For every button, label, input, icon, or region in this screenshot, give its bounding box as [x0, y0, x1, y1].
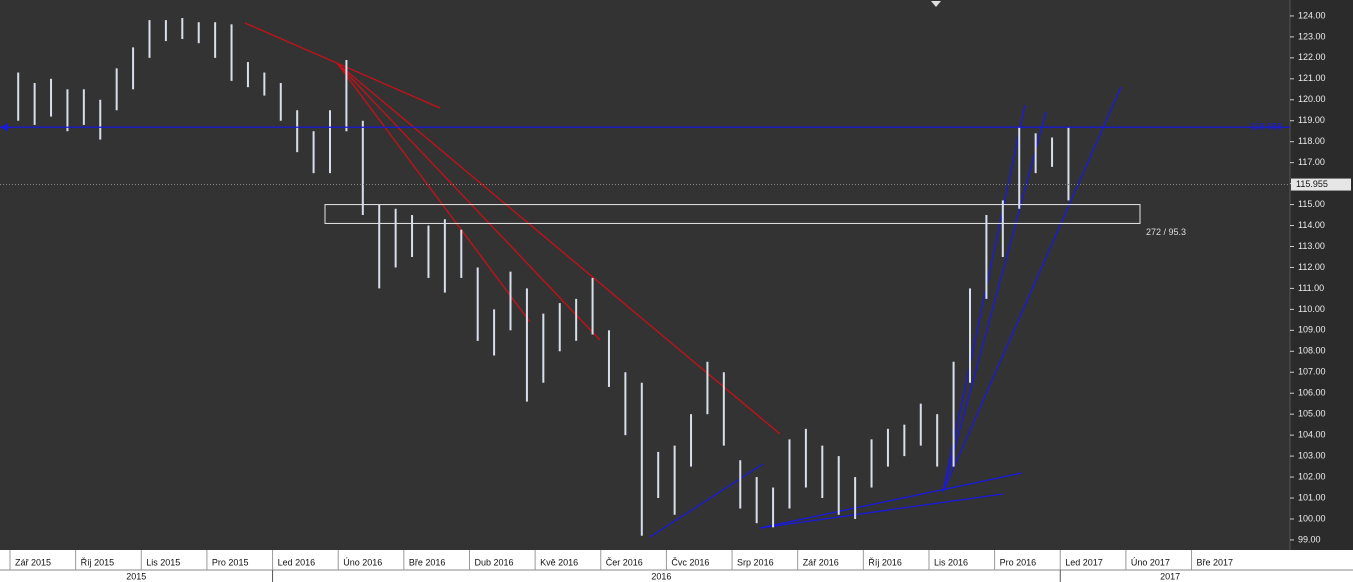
- trendline: [649, 463, 764, 538]
- trendline: [336, 62, 531, 323]
- y-tick-label: 123.00: [1298, 31, 1326, 41]
- y-tick-label: 108.00: [1298, 346, 1326, 356]
- y-tick-label: 103.00: [1298, 450, 1326, 460]
- x-tick-label: Lis 2015: [146, 557, 180, 567]
- plot-area: [0, 0, 1290, 550]
- x-tick-label: Pro 2016: [1000, 557, 1037, 567]
- y-tick-label: 109.00: [1298, 325, 1326, 335]
- y-tick-label: 114.00: [1298, 220, 1325, 230]
- y-tick-label: 100.00: [1298, 513, 1326, 523]
- x-tick-label: Bře 2016: [409, 557, 446, 567]
- y-tick-label: 122.00: [1298, 52, 1326, 62]
- time-axis: [0, 550, 1353, 582]
- trendlines: [17, 18, 1141, 538]
- x-tick-label: Kvě 2016: [540, 557, 578, 567]
- y-tick-label: 104.00: [1298, 430, 1326, 440]
- level-label: 118.688: [1250, 122, 1282, 132]
- y-tick-label: 106.00: [1298, 388, 1326, 398]
- y-tick-label: 121.00: [1298, 73, 1326, 83]
- trendline: [759, 472, 1023, 529]
- trendline: [336, 62, 781, 435]
- last-price-box: [1291, 178, 1351, 191]
- x-tick-label: Pro 2015: [212, 557, 249, 567]
- x-tick-label: Říj 2015: [81, 557, 115, 567]
- y-tick-label: 120.00: [1298, 94, 1326, 104]
- year-label: 2016: [651, 571, 671, 581]
- y-tick-label: 112.00: [1298, 262, 1325, 272]
- x-tick-label: Čer 2016: [606, 557, 643, 567]
- y-tick-label: 101.00: [1298, 492, 1326, 502]
- x-tick-label: Čvc 2016: [671, 557, 709, 567]
- x-tick-label: Led 2016: [278, 557, 316, 567]
- y-tick-label: 110.00: [1298, 304, 1325, 314]
- x-tick-label: Úno 2017: [1131, 557, 1170, 567]
- level-arrow: [0, 123, 8, 132]
- trendline: [942, 111, 1047, 493]
- trendline: [336, 62, 601, 341]
- y-tick-label: 117.00: [1298, 157, 1325, 167]
- trendline: [244, 22, 441, 109]
- trendline: [759, 493, 1004, 529]
- marker: [931, 1, 941, 7]
- zone-label: 272 / 95.3: [1146, 227, 1186, 237]
- y-tick-label: 105.00: [1298, 409, 1326, 419]
- trendline: [942, 104, 1026, 493]
- x-tick-label: Zář 2015: [15, 557, 51, 567]
- y-tick-label: 99.00: [1298, 534, 1321, 544]
- y-tick-label: 115.00: [1298, 199, 1325, 209]
- zone: [324, 204, 1141, 224]
- y-tick-label: 107.00: [1298, 367, 1326, 377]
- y-tick-label: 118.00: [1298, 136, 1325, 146]
- x-tick-label: Dub 2016: [474, 557, 513, 567]
- x-tick-label: Bře 2017: [1197, 557, 1234, 567]
- y-tick-label: 124.00: [1298, 10, 1326, 20]
- year-label: 2015: [126, 571, 146, 581]
- y-tick-label: 102.00: [1298, 471, 1326, 481]
- x-tick-label: Lis 2016: [934, 557, 968, 567]
- x-tick-label: Říj 2016: [868, 557, 902, 567]
- y-tick-label: 113.00: [1298, 241, 1325, 251]
- y-tick-label: 119.00: [1298, 115, 1325, 125]
- x-tick-label: Úno 2016: [343, 557, 382, 567]
- year-label: 2017: [1160, 571, 1180, 581]
- price-axis: [1290, 0, 1353, 550]
- trendline: [942, 86, 1122, 493]
- x-tick-label: Led 2017: [1065, 557, 1103, 567]
- x-tick-label: Zář 2016: [803, 557, 839, 567]
- last-price-label: 115.955: [1296, 179, 1328, 189]
- y-tick-label: 111.00: [1298, 283, 1324, 293]
- x-tick-label: Srp 2016: [737, 557, 774, 567]
